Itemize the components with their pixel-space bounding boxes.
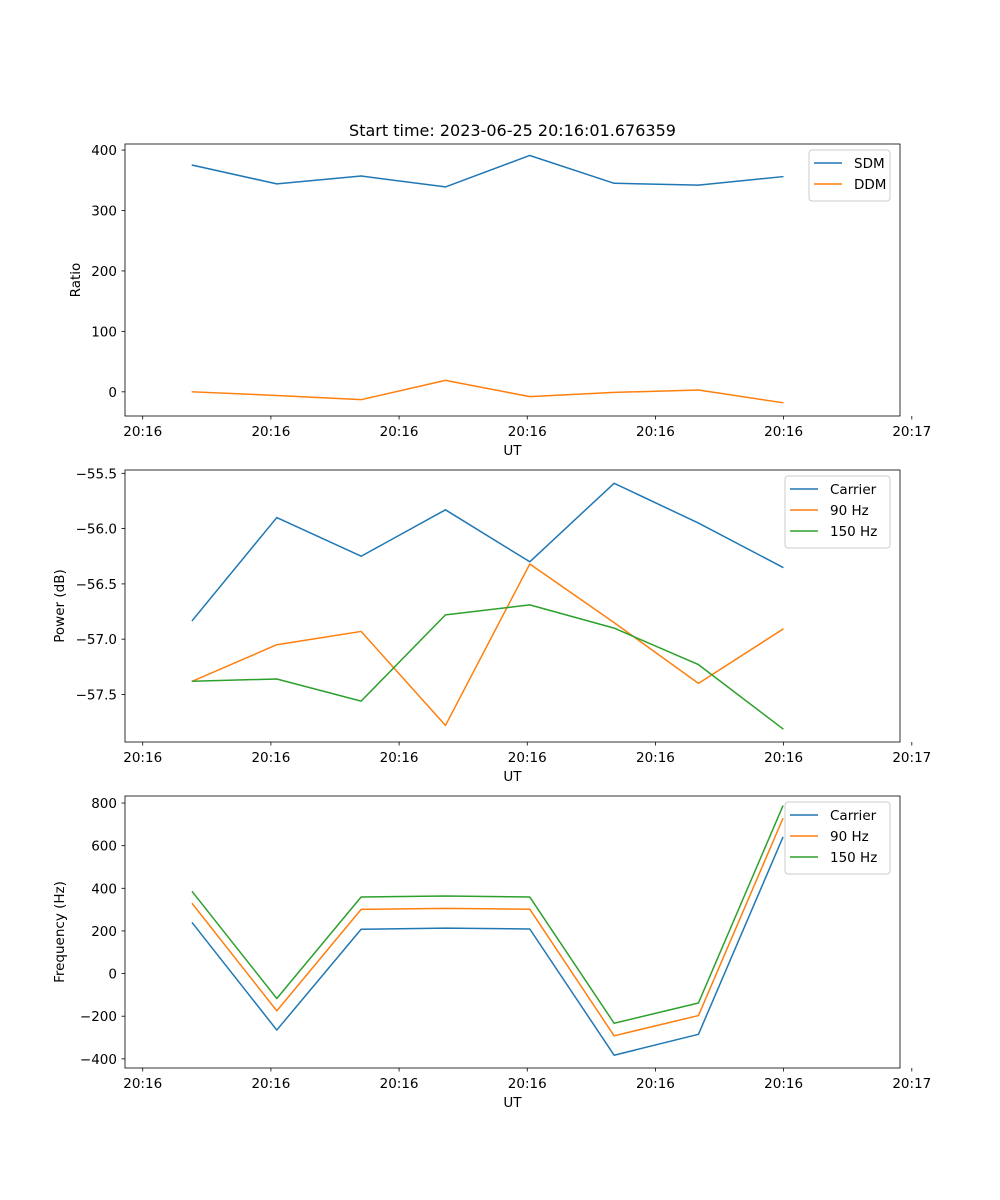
y-tick-label: 100 [91, 324, 117, 340]
y-axis-label: Frequency (Hz) [52, 881, 68, 983]
y-tick-label: 800 [91, 796, 117, 812]
chart-panel-3: 20:16 20:16 20:16 20:16 20:16 20:16 20:17 −400 −… [52, 795, 931, 1111]
chart-title: Start time: 2023-06-25 20:16:01.676359 [349, 121, 676, 140]
x-tick-label: 20:17 [892, 750, 931, 766]
x-tick-label: 20:16 [380, 1076, 419, 1092]
legend-label: Carrier [830, 482, 877, 498]
series-line-150-hz [191, 805, 784, 1024]
series-line-90-hz [191, 817, 784, 1037]
plot-frame [124, 469, 901, 743]
x-tick-label: 20:16 [636, 1076, 675, 1092]
plot-frame [124, 143, 901, 417]
x-tick-label: 20:16 [123, 1076, 162, 1092]
x-tick-label: 20:16 [508, 1076, 547, 1092]
x-tick-label: 20:16 [251, 750, 290, 766]
x-tick-label: 20:16 [123, 750, 162, 766]
x-tick-label: 20:16 [764, 424, 803, 440]
series-line-90-hz [191, 563, 784, 727]
chart-panel-2: 20:16 20:16 20:16 20:16 20:16 20:16 20:17 −57.5… [52, 466, 931, 785]
x-tick-label: 20:16 [764, 1076, 803, 1092]
x-tick-label: 20:16 [380, 424, 419, 440]
series-line-carrier [191, 482, 784, 622]
x-tick-label: 20:16 [123, 424, 162, 440]
y-tick-label: −400 [80, 1052, 117, 1068]
series-line-carrier [191, 836, 784, 1056]
series-line-ddm [191, 379, 784, 404]
legend: Carrier 90 Hz 150 Hz [784, 475, 891, 549]
y-tick-label: 400 [91, 881, 117, 897]
x-tick-label: 20:16 [764, 750, 803, 766]
y-tick-label: 400 [91, 143, 117, 159]
legend-box [784, 475, 891, 549]
y-tick-label: 200 [91, 924, 117, 940]
y-tick-label: 0 [108, 967, 117, 983]
legend: Carrier 90 Hz 150 Hz [784, 801, 891, 875]
y-tick-label: −57.0 [76, 632, 117, 648]
x-tick-label: 20:16 [636, 750, 675, 766]
legend-label: 150 Hz [830, 524, 877, 540]
legend-label: SDM [854, 156, 885, 172]
y-tick-label: 600 [91, 839, 117, 855]
legend-label: Carrier [830, 808, 877, 824]
legend-label: 90 Hz [830, 503, 869, 519]
legend-box [784, 801, 891, 875]
x-tick-label: 20:16 [251, 424, 290, 440]
y-axis-label: Ratio [68, 263, 84, 298]
y-tick-label: 300 [91, 203, 117, 219]
x-axis-label: UT [503, 769, 522, 785]
legend-label: 90 Hz [830, 829, 869, 845]
x-tick-label: 20:16 [508, 750, 547, 766]
x-tick-label: 20:17 [892, 424, 931, 440]
x-axis-label: UT [503, 1095, 522, 1111]
y-tick-label: −56.0 [76, 522, 117, 538]
y-tick-label: −56.5 [76, 577, 117, 593]
x-tick-label: 20:16 [636, 424, 675, 440]
legend-label: 150 Hz [830, 850, 877, 866]
x-tick-label: 20:17 [892, 1076, 931, 1092]
series-line-sdm [191, 154, 784, 188]
plot-frame [124, 795, 901, 1069]
y-tick-label: −200 [80, 1009, 117, 1025]
y-tick-label: 200 [91, 264, 117, 280]
y-tick-label: −55.5 [76, 466, 117, 482]
x-axis-label: UT [503, 443, 522, 459]
legend-label: DDM [854, 177, 886, 193]
x-tick-label: 20:16 [380, 750, 419, 766]
y-axis-label: Power (dB) [52, 569, 68, 642]
y-tick-label: 0 [108, 385, 117, 401]
x-tick-label: 20:16 [508, 424, 547, 440]
x-tick-label: 20:16 [251, 1076, 290, 1092]
series-line-150-hz [191, 604, 784, 730]
y-tick-label: −57.5 [76, 687, 117, 703]
legend: SDM DDM [808, 149, 891, 202]
chart-panel-1: Start time: 2023-06-25 20:16:01.676359 20… [68, 121, 931, 459]
